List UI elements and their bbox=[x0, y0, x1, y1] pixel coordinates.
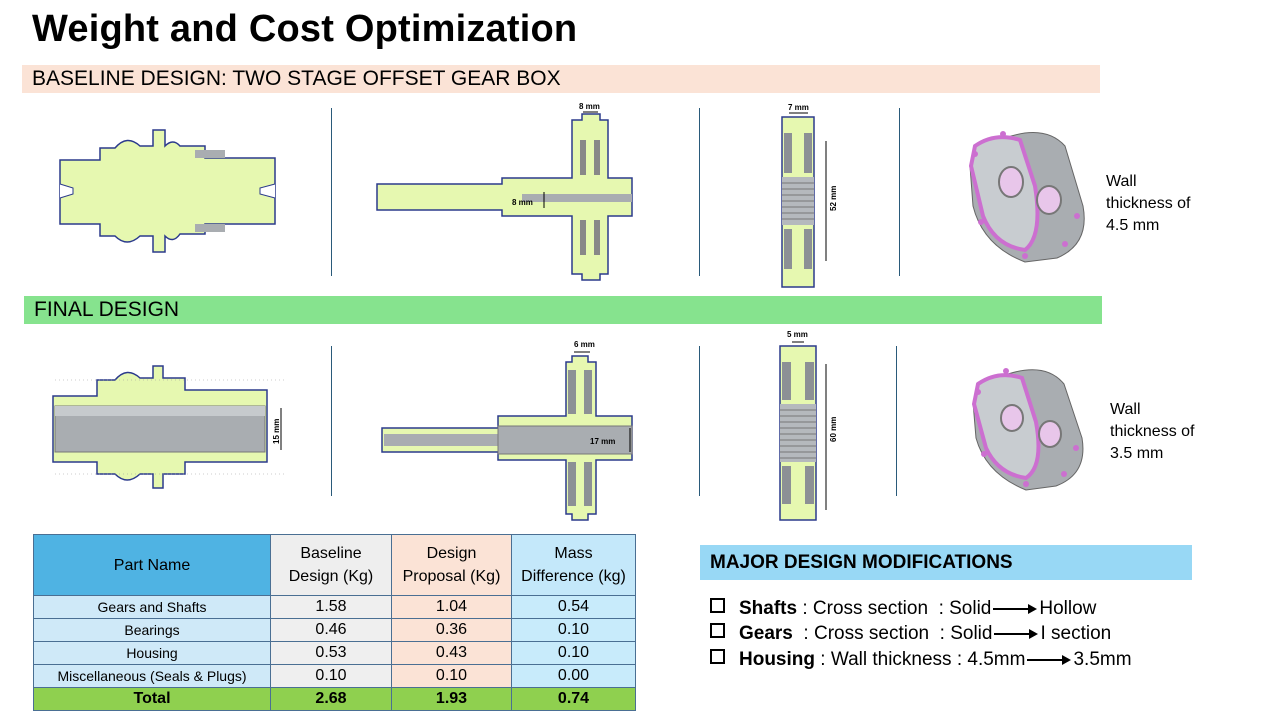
table-row: Gears and Shafts 1.58 1.04 0.54 bbox=[33, 595, 636, 619]
wall-label-line: thickness of bbox=[1110, 423, 1195, 440]
cell-part: Housing bbox=[33, 641, 271, 665]
baseline-bearing-height: 52 mm bbox=[829, 186, 838, 211]
baseline-shaft-dim: 8 mm bbox=[512, 198, 533, 207]
header-part-name: Part Name bbox=[33, 534, 271, 596]
header-proposal: Design Proposal (Kg) bbox=[391, 534, 512, 596]
separator bbox=[699, 346, 700, 496]
cell-total-proposal: 1.93 bbox=[391, 687, 512, 711]
mod-part: Shafts bbox=[739, 598, 798, 619]
header-baseline: Baseline Design (Kg) bbox=[270, 534, 392, 596]
baseline-bearing-drawing: 7 mm 52 mm bbox=[781, 103, 838, 288]
cell-baseline: 0.46 bbox=[270, 618, 392, 642]
cell-part: Miscellaneous (Seals & Plugs) bbox=[33, 664, 271, 688]
header-difference: Mass Difference (kg) bbox=[511, 534, 636, 596]
mod-to: 3.5mm bbox=[1073, 649, 1132, 670]
arrow-right-icon bbox=[993, 603, 1038, 614]
mod-part: Gears bbox=[739, 623, 793, 644]
final-gear-drawing: 6 mm 17 mm bbox=[381, 340, 633, 521]
arrow-right-icon bbox=[1027, 654, 1072, 665]
table-header-row: Part Name Baseline Design (Kg) Design Prop… bbox=[33, 534, 636, 596]
final-housing-drawing bbox=[971, 368, 1084, 491]
final-wall-label: Wall thickness of 3.5 mm bbox=[1110, 399, 1194, 465]
page-title: Weight and Cost Optimization bbox=[32, 8, 578, 50]
cell-difference: 0.00 bbox=[511, 664, 636, 688]
separator bbox=[331, 346, 332, 496]
cell-proposal: 1.04 bbox=[391, 595, 512, 619]
cell-proposal: 0.10 bbox=[391, 664, 512, 688]
cell-total-label: Total bbox=[33, 687, 271, 711]
arrow-right-icon bbox=[994, 628, 1039, 639]
cell-difference: 0.10 bbox=[511, 641, 636, 665]
wall-label-line: 3.5 mm bbox=[1110, 445, 1164, 462]
final-shaft-dim: 15 mm bbox=[272, 419, 281, 444]
cell-total-difference: 0.74 bbox=[511, 687, 636, 711]
cell-difference: 0.54 bbox=[511, 595, 636, 619]
mod-to: Hollow bbox=[1039, 598, 1097, 619]
wall-label-line: thickness of bbox=[1106, 195, 1191, 212]
cell-baseline: 1.58 bbox=[270, 595, 392, 619]
separator bbox=[899, 108, 900, 276]
checkbox-icon bbox=[710, 649, 725, 664]
baseline-heading: BASELINE DESIGN: TWO STAGE OFFSET GEAR B… bbox=[22, 65, 1100, 93]
cell-difference: 0.10 bbox=[511, 618, 636, 642]
final-bearing-width: 5 mm bbox=[787, 330, 808, 339]
final-heading: FINAL DESIGN bbox=[24, 296, 1102, 324]
checkbox-icon bbox=[710, 598, 725, 613]
mod-to: I section bbox=[1040, 623, 1112, 644]
final-gear-dim: 6 mm bbox=[574, 340, 595, 349]
cell-baseline: 0.53 bbox=[270, 641, 392, 665]
mod-desc: : Cross section : Solid bbox=[792, 623, 993, 644]
cell-proposal: 0.43 bbox=[391, 641, 512, 665]
wall-label-line: 4.5 mm bbox=[1106, 217, 1160, 234]
mod-part: Housing bbox=[739, 649, 815, 670]
checkbox-icon bbox=[710, 623, 725, 638]
cell-proposal: 0.36 bbox=[391, 618, 512, 642]
modification-item: Housing : Wall thickness : 4.5mm 3.5mm bbox=[710, 648, 1132, 672]
mod-desc: : Cross section : Solid bbox=[797, 598, 992, 619]
cell-part: Gears and Shafts bbox=[33, 595, 271, 619]
table-row: Bearings 0.46 0.36 0.10 bbox=[33, 618, 636, 642]
wall-label-line: Wall bbox=[1106, 173, 1137, 190]
mass-comparison-table: Part Name Baseline Design (Kg) Design Prop… bbox=[33, 534, 636, 711]
baseline-bearing-width: 7 mm bbox=[788, 103, 809, 112]
mod-desc: : Wall thickness : 4.5mm bbox=[815, 649, 1026, 670]
modifications-heading: MAJOR DESIGN MODIFICATIONS bbox=[700, 545, 1192, 580]
baseline-shaft-drawing bbox=[59, 129, 276, 253]
table-row: Housing 0.53 0.43 0.10 bbox=[33, 641, 636, 665]
cell-total-baseline: 2.68 bbox=[270, 687, 392, 711]
modification-item: Shafts : Cross section : Solid Hollow bbox=[710, 597, 1096, 621]
table-total-row: Total 2.68 1.93 0.74 bbox=[33, 687, 636, 711]
wall-label-line: Wall bbox=[1110, 401, 1141, 418]
final-shaft-drawing: 15 mm bbox=[52, 365, 285, 489]
final-bearing-height: 60 mm bbox=[829, 417, 838, 442]
baseline-housing-drawing bbox=[968, 131, 1085, 263]
modification-item: Gears : Cross section : Solid I section bbox=[710, 622, 1111, 646]
baseline-gear-drawing: 8 mm 8 mm bbox=[376, 102, 633, 281]
separator bbox=[699, 108, 700, 276]
baseline-gear-dim: 8 mm bbox=[579, 102, 600, 111]
separator bbox=[331, 108, 332, 276]
cell-baseline: 0.10 bbox=[270, 664, 392, 688]
table-row: Miscellaneous (Seals & Plugs) 0.10 0.10 … bbox=[33, 664, 636, 688]
final-bearing-drawing: 5 mm 60 mm bbox=[779, 330, 838, 521]
separator bbox=[896, 346, 897, 496]
final-gear-bore-dim: 17 mm bbox=[590, 437, 615, 446]
cell-part: Bearings bbox=[33, 618, 271, 642]
baseline-wall-label: Wall thickness of 4.5 mm bbox=[1106, 171, 1190, 237]
